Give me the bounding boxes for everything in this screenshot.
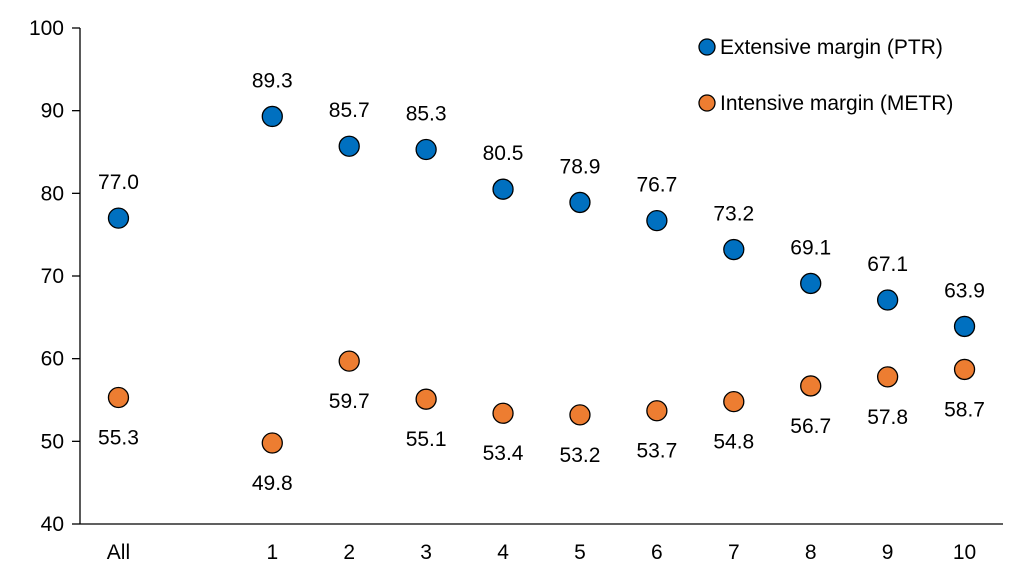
axes: [72, 27, 1003, 525]
data-point: [569, 404, 591, 426]
legend-label: Extensive margin (PTR): [720, 36, 943, 59]
x-tick-label: 1: [266, 541, 278, 564]
y-tick-labels: 40 50 60 70 80 90 100: [29, 17, 64, 536]
data-label: 89.3: [252, 69, 293, 92]
x-tick-label: All: [107, 541, 130, 564]
data-label: 55.1: [406, 428, 447, 451]
legend-marker: [698, 38, 716, 56]
legend-marker: [698, 94, 716, 112]
data-label: 49.8: [252, 472, 293, 495]
data-label: 78.9: [560, 155, 601, 178]
x-tick-label: 3: [420, 541, 432, 564]
x-tick-label: 10: [953, 541, 976, 564]
data-label: 53.7: [636, 440, 677, 463]
x-tick-label: 7: [728, 541, 740, 564]
data-label: 63.9: [944, 279, 985, 302]
data-point: [261, 432, 283, 454]
y-tick-label: 100: [29, 17, 64, 40]
data-point: [107, 207, 130, 229]
data-point: [646, 209, 668, 232]
data-point: [953, 315, 976, 338]
data-point: [338, 135, 360, 157]
y-tick-label: 60: [41, 348, 64, 371]
data-point: [876, 366, 899, 388]
data-labels: 77.0 89.3 85.7 85.3 80.5 78.9 76.7 73.2 69.1 67.1…: [98, 69, 985, 495]
data-point: [876, 289, 899, 311]
data-point: [800, 375, 822, 397]
data-points: [107, 105, 976, 454]
data-label: 53.4: [483, 442, 524, 465]
x-tick-labels: All 1 2 3 4 5 6 7 8 9 10: [107, 541, 976, 564]
data-label: 55.3: [98, 427, 139, 450]
x-tick-label: 2: [343, 541, 355, 564]
data-point: [338, 350, 360, 372]
y-tick-label: 80: [41, 182, 64, 205]
data-point: [723, 391, 745, 413]
legend-label: Intensive margin (METR): [720, 92, 953, 115]
data-point: [800, 272, 822, 295]
data-label: 85.3: [406, 103, 447, 126]
data-label: 80.5: [483, 142, 524, 165]
y-tick-label: 90: [41, 100, 64, 123]
x-tick-label: 4: [497, 541, 509, 564]
data-point: [107, 386, 130, 409]
y-tick-label: 50: [41, 430, 64, 453]
data-point: [723, 238, 745, 261]
data-label: 59.7: [329, 390, 370, 413]
data-point: [492, 178, 514, 200]
x-tick-label: 5: [574, 541, 586, 564]
data-label: 58.7: [944, 398, 985, 421]
data-label: 57.8: [867, 406, 908, 429]
legend: Extensive margin (PTR) Intensive margin (…: [698, 36, 953, 115]
data-label: 73.2: [713, 203, 754, 226]
data-label: 76.7: [636, 174, 677, 197]
data-label: 85.7: [329, 99, 370, 122]
data-point: [261, 105, 283, 128]
data-point: [415, 388, 437, 410]
data-point: [646, 400, 668, 422]
data-point: [415, 138, 437, 161]
x-tick-label: 6: [651, 541, 663, 564]
data-label: 53.2: [560, 444, 601, 467]
data-label: 77.0: [98, 171, 139, 194]
x-tick-label: 8: [805, 541, 817, 564]
data-label: 69.1: [790, 236, 831, 259]
y-tick-label: 70: [41, 265, 64, 288]
data-point: [569, 191, 591, 214]
data-point: [492, 402, 514, 424]
y-tick-label: 40: [41, 513, 64, 536]
data-point: [953, 358, 976, 381]
data-label: 54.8: [713, 431, 754, 454]
data-label: 56.7: [790, 415, 831, 438]
data-label: 67.1: [867, 253, 908, 276]
x-tick-label: 9: [882, 541, 894, 564]
